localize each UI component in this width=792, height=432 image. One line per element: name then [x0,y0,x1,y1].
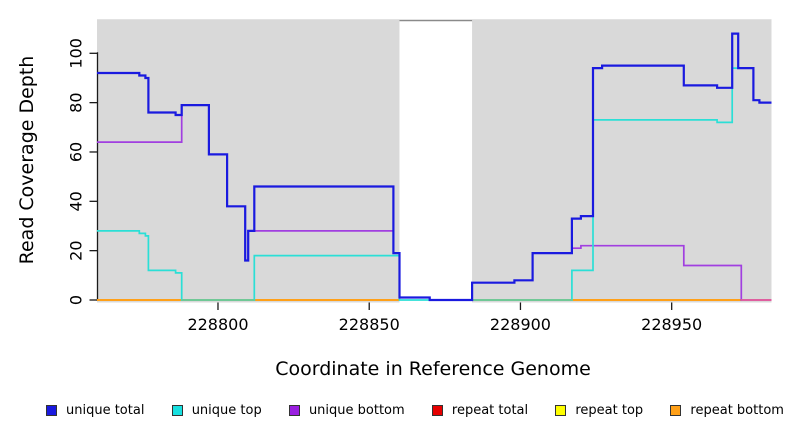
x-tick-label: 228950 [641,315,702,334]
coverage-plot-svg: 0 20 40 60 80 100 228800 228850 228900 228950 [67,19,772,334]
repeat-top-swatch-icon [555,404,567,416]
repeat-total-swatch-icon [431,404,443,416]
series-unique-total [97,32,772,302]
y-axis-title: Read Coverage Depth [16,55,38,265]
y-tick-label: 100 [67,38,86,69]
x-tick-label: 228850 [339,315,400,334]
legend-item-repeat-total: repeat total [431,402,529,418]
plot-background-right [472,20,772,303]
legend-label-repeat-total: repeat total [451,402,529,418]
x-axis-title: Coordinate in Reference Genome [275,358,591,380]
unique-total-swatch-icon [46,404,57,416]
legend-item-unique-total: unique total [46,403,144,418]
legend-label-unique-top: unique top [191,402,262,418]
legend-label-unique-bottom: unique bottom [308,402,405,418]
y-tick-label: 0 [67,295,86,305]
legend-item-repeat-bottom: repeat bottom [670,403,784,418]
y-tick-label: 80 [67,92,86,112]
y-tick-label: 60 [67,142,86,162]
legend-item-unique-top: unique top [171,402,262,418]
legend-label-unique-total: unique total [66,402,145,418]
unique-bottom-swatch-icon [288,404,300,416]
y-tick-label: 20 [67,240,86,260]
legend-label-repeat-bottom: repeat bottom [690,402,784,418]
legend: unique total unique top unique bottom repea… [46,399,784,421]
y-tick-label: 40 [67,191,86,211]
unique-top-swatch-icon [171,404,183,416]
legend-label-repeat-top: repeat top [575,402,644,418]
legend-item-unique-bottom: unique bottom [288,402,405,418]
x-tick-label: 228900 [490,315,551,334]
x-tick-label: 228800 [187,315,248,334]
repeat-bottom-swatch-icon [670,404,682,416]
legend-item-repeat-top: repeat top [555,403,643,418]
